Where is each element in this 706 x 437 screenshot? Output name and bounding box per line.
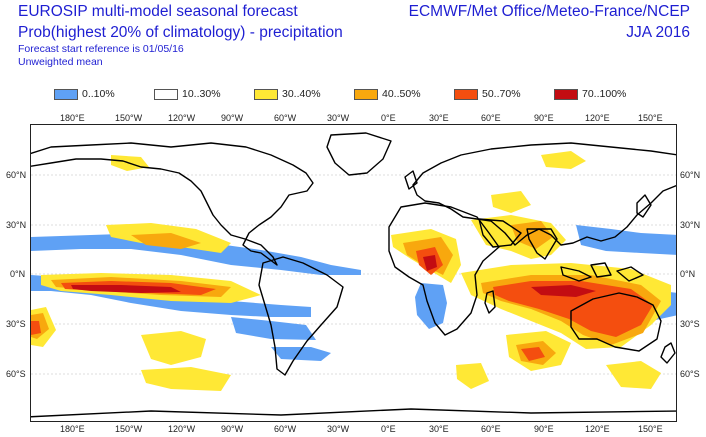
legend-swatch: [154, 89, 178, 100]
title-line-2: Prob(highest 20% of climatology) - preci…: [18, 24, 343, 41]
centres-title: ECMWF/Met Office/Meteo-France/NCEP: [408, 3, 690, 20]
madagascar-outline: [484, 290, 496, 314]
lon-label: 30°W: [327, 113, 350, 123]
new-zealand-outline: [660, 342, 676, 364]
north-america-outline: [31, 142, 314, 266]
lon-label: 150°E: [638, 113, 663, 123]
lat-label: 30°N: [680, 220, 701, 230]
lon-label: 120°W: [168, 113, 196, 123]
uk-outline: [404, 170, 418, 190]
lat-label: 30°S: [680, 319, 700, 329]
lat-label: 0°N: [10, 269, 26, 279]
shading: [31, 151, 676, 391]
lon-label: 150°W: [115, 424, 143, 434]
legend-label: 0..10%: [82, 88, 115, 100]
high-prob-region: [131, 233, 201, 249]
lon-label: 90°E: [534, 113, 554, 123]
legend-swatch: [354, 89, 378, 100]
arabia-outline: [478, 218, 522, 248]
lat-label: 60°N: [680, 170, 701, 180]
lat-label: 60°N: [6, 170, 27, 180]
title-line-1: EUROSIP multi-model seasonal forecast: [18, 3, 298, 20]
lat-label: 60°S: [680, 369, 700, 379]
lon-label: 90°W: [221, 113, 244, 123]
coastlines: [31, 132, 676, 418]
very-high-prob-region: [521, 347, 545, 361]
japan-outline: [636, 194, 652, 218]
lat-label: 30°S: [6, 319, 26, 329]
lon-label: 150°E: [638, 424, 663, 434]
lon-label: 30°W: [327, 424, 350, 434]
india-outline: [526, 228, 558, 260]
lon-label: 60°W: [274, 113, 297, 123]
low-prob-region: [415, 283, 447, 329]
legend-swatch: [254, 89, 278, 100]
lon-label: 120°W: [168, 424, 196, 434]
map-svg: [31, 132, 676, 418]
lon-label: 30°E: [429, 113, 449, 123]
legend-swatch: [54, 89, 78, 100]
lon-label: 90°E: [534, 424, 554, 434]
lon-label: 30°E: [429, 424, 449, 434]
low-prob-region: [31, 233, 361, 275]
lon-label: 180°E: [60, 424, 85, 434]
lon-label: 0°E: [381, 113, 396, 123]
mid-prob-region: [491, 191, 531, 213]
lon-label: 60°E: [481, 424, 501, 434]
lon-label: 0°E: [381, 424, 396, 434]
lon-label: 90°W: [221, 424, 244, 434]
lon-label: 60°W: [274, 424, 297, 434]
extreme-prob-region: [423, 255, 437, 271]
greenland-outline: [326, 132, 392, 176]
lon-label: 120°E: [585, 424, 610, 434]
lon-label: 150°W: [115, 113, 143, 123]
legend-label: 40..50%: [382, 88, 421, 100]
lat-label: 30°N: [6, 220, 27, 230]
mid-prob-region: [606, 361, 661, 389]
mid-prob-region: [141, 367, 231, 391]
legend-label: 50..70%: [482, 88, 521, 100]
legend-label: 70..100%: [582, 88, 627, 100]
season-title: JJA 2016: [626, 24, 690, 41]
mid-prob-region: [541, 151, 586, 169]
indonesia-outline: [560, 262, 644, 282]
mid-prob-region: [141, 331, 206, 365]
lon-label: 180°E: [60, 113, 85, 123]
forecast-start-text: Forecast start reference is 01/05/16: [18, 43, 184, 55]
high-prob-region: [511, 221, 553, 249]
south-america-outline: [258, 256, 344, 376]
eurasia-outline: [412, 142, 676, 246]
legend-label: 30..40%: [282, 88, 321, 100]
extreme-prob-region: [531, 285, 596, 297]
mid-prob-region: [456, 363, 489, 389]
low-prob-region: [231, 317, 316, 340]
low-prob-region: [271, 347, 331, 361]
legend-swatch: [454, 89, 478, 100]
probability-map: [30, 124, 677, 422]
lon-label: 60°E: [481, 113, 501, 123]
australia-outline: [570, 292, 662, 352]
legend-label: 10..30%: [182, 88, 221, 100]
weighting-text: Unweighted mean: [18, 56, 103, 68]
legend-swatch: [554, 89, 578, 100]
low-prob-region: [576, 225, 676, 255]
lat-label: 60°S: [6, 369, 26, 379]
legend: 0..10% 10..30% 30..40% 40..50% 50..70% 7…: [0, 88, 706, 102]
extreme-prob-region: [71, 285, 181, 293]
very-high-prob-region: [31, 321, 41, 335]
lon-label: 120°E: [585, 113, 610, 123]
lat-label: 0°N: [680, 269, 696, 279]
antarctica-outline: [31, 408, 676, 418]
